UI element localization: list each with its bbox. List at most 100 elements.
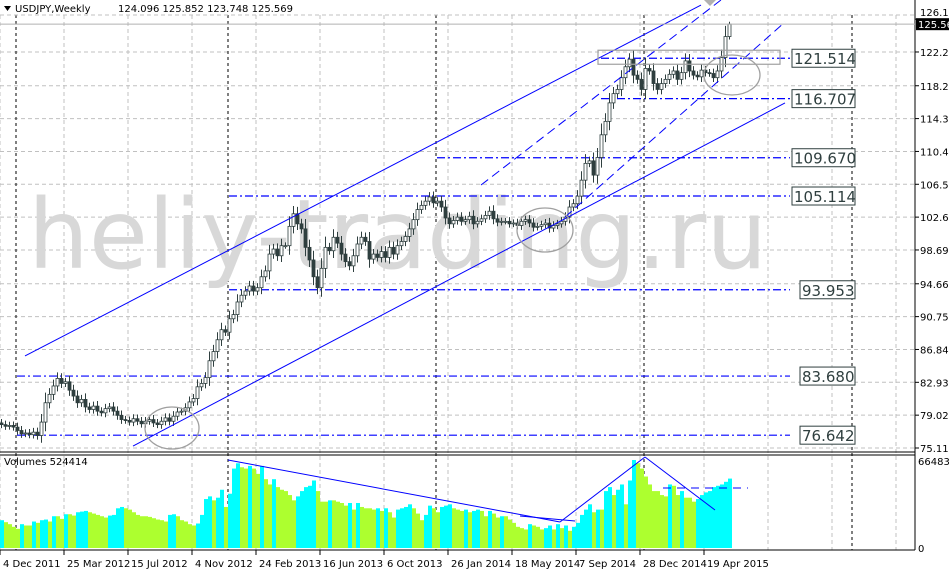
- volume-bar: [520, 528, 524, 548]
- candle-body: [463, 219, 468, 222]
- candle-body: [195, 386, 200, 399]
- volume-bar: [168, 514, 172, 548]
- volume-bar: [268, 484, 272, 548]
- volume-bar: [652, 491, 656, 548]
- volume-bar: [420, 520, 424, 548]
- volume-bar: [624, 504, 628, 548]
- level-label: 121.514: [794, 50, 856, 68]
- volume-bars: [0, 456, 748, 548]
- candle-body: [651, 70, 656, 84]
- volume-bar: [244, 468, 248, 548]
- candle-body: [495, 218, 500, 223]
- volume-bar: [632, 460, 636, 548]
- volume-trendline: [519, 515, 576, 522]
- volume-bar: [720, 484, 724, 548]
- candle-body: [291, 213, 296, 227]
- candle-body: [67, 381, 72, 391]
- volume-bar: [592, 512, 596, 548]
- candle-body: [647, 68, 652, 72]
- candle-body: [379, 251, 384, 258]
- level-label: 83.680: [802, 368, 855, 386]
- volume-bar: [100, 516, 104, 548]
- candle-body: [71, 389, 76, 397]
- volume-trendline: [227, 459, 561, 523]
- volume-bar: [684, 497, 688, 548]
- volume-bar: [480, 510, 484, 548]
- candle-body: [99, 410, 104, 414]
- volume-bar: [516, 526, 520, 548]
- candle-body: [331, 236, 336, 252]
- volume-bar: [92, 513, 96, 548]
- candle-body: [287, 225, 292, 247]
- volume-bar: [528, 524, 532, 548]
- time-axis-label: 6 Oct 2013: [387, 559, 442, 570]
- level-label-box: [791, 89, 856, 109]
- volume-bar: [424, 514, 428, 548]
- candle-body: [723, 36, 728, 58]
- volume-bar: [12, 526, 16, 548]
- price-axis-label: 90.755: [920, 313, 949, 324]
- volume-bar: [688, 497, 692, 548]
- candle-body: [235, 301, 240, 315]
- candle-body: [679, 72, 684, 80]
- volume-bar: [40, 520, 44, 548]
- trendline: [24, 4, 702, 357]
- candle-body: [611, 93, 616, 104]
- candle-body: [711, 73, 716, 79]
- volume-bar: [48, 521, 52, 548]
- candle-body: [343, 253, 348, 263]
- candle-body: [375, 253, 380, 258]
- candle-body: [271, 248, 276, 255]
- volume-bar: [76, 512, 80, 548]
- volume-bar: [228, 493, 232, 548]
- volume-bar: [576, 522, 580, 548]
- volume-bar: [680, 491, 684, 548]
- candle-body: [691, 70, 696, 76]
- volume-bar: [280, 489, 284, 548]
- volume-bar: [156, 519, 160, 548]
- volume-bar: [216, 497, 220, 548]
- volume-bar: [236, 463, 240, 548]
- candle-body: [555, 223, 560, 226]
- volume-bar: [452, 508, 456, 548]
- volume-bar: [728, 478, 732, 548]
- candle-body: [499, 220, 504, 223]
- volume-bar: [384, 508, 388, 548]
- candle-body: [255, 287, 260, 292]
- candle-body: [295, 213, 300, 225]
- volume-bar: [416, 513, 420, 548]
- candle-body: [323, 246, 328, 269]
- volume-bar: [44, 519, 48, 548]
- candle-body: [315, 276, 320, 289]
- volume-bar: [436, 512, 440, 548]
- current-price-tag: [916, 18, 949, 31]
- volume-bar: [584, 509, 588, 548]
- volume-bar: [240, 467, 244, 548]
- volume-bar: [440, 506, 444, 548]
- volume-bar: [564, 525, 568, 548]
- volume-bar: [636, 463, 640, 548]
- candle-body: [107, 406, 112, 410]
- price-axis-label: 126.17: [920, 8, 949, 19]
- volume-bar: [24, 525, 28, 548]
- price-axis-label: 79.025: [920, 411, 949, 422]
- ohlc-readout: 124.096 125.852 123.748 125.569: [118, 4, 293, 15]
- time-axis-label: 18 May 2014: [515, 559, 580, 570]
- volume-bar: [80, 511, 84, 548]
- candle-body: [27, 432, 32, 436]
- volume-bar: [176, 516, 180, 548]
- candle-body: [111, 406, 116, 412]
- candle-body: [239, 294, 244, 303]
- candle-body: [547, 222, 552, 229]
- candle-body: [699, 69, 704, 78]
- candle-body: [615, 89, 620, 95]
- volume-bar: [272, 479, 276, 548]
- triangle-down-icon[interactable]: [4, 6, 11, 11]
- candle-body: [575, 195, 580, 205]
- volume-bar: [664, 496, 668, 548]
- candle-body: [707, 72, 712, 75]
- candle-body: [15, 426, 20, 431]
- volume-bar: [116, 508, 120, 548]
- candle-body: [443, 206, 448, 219]
